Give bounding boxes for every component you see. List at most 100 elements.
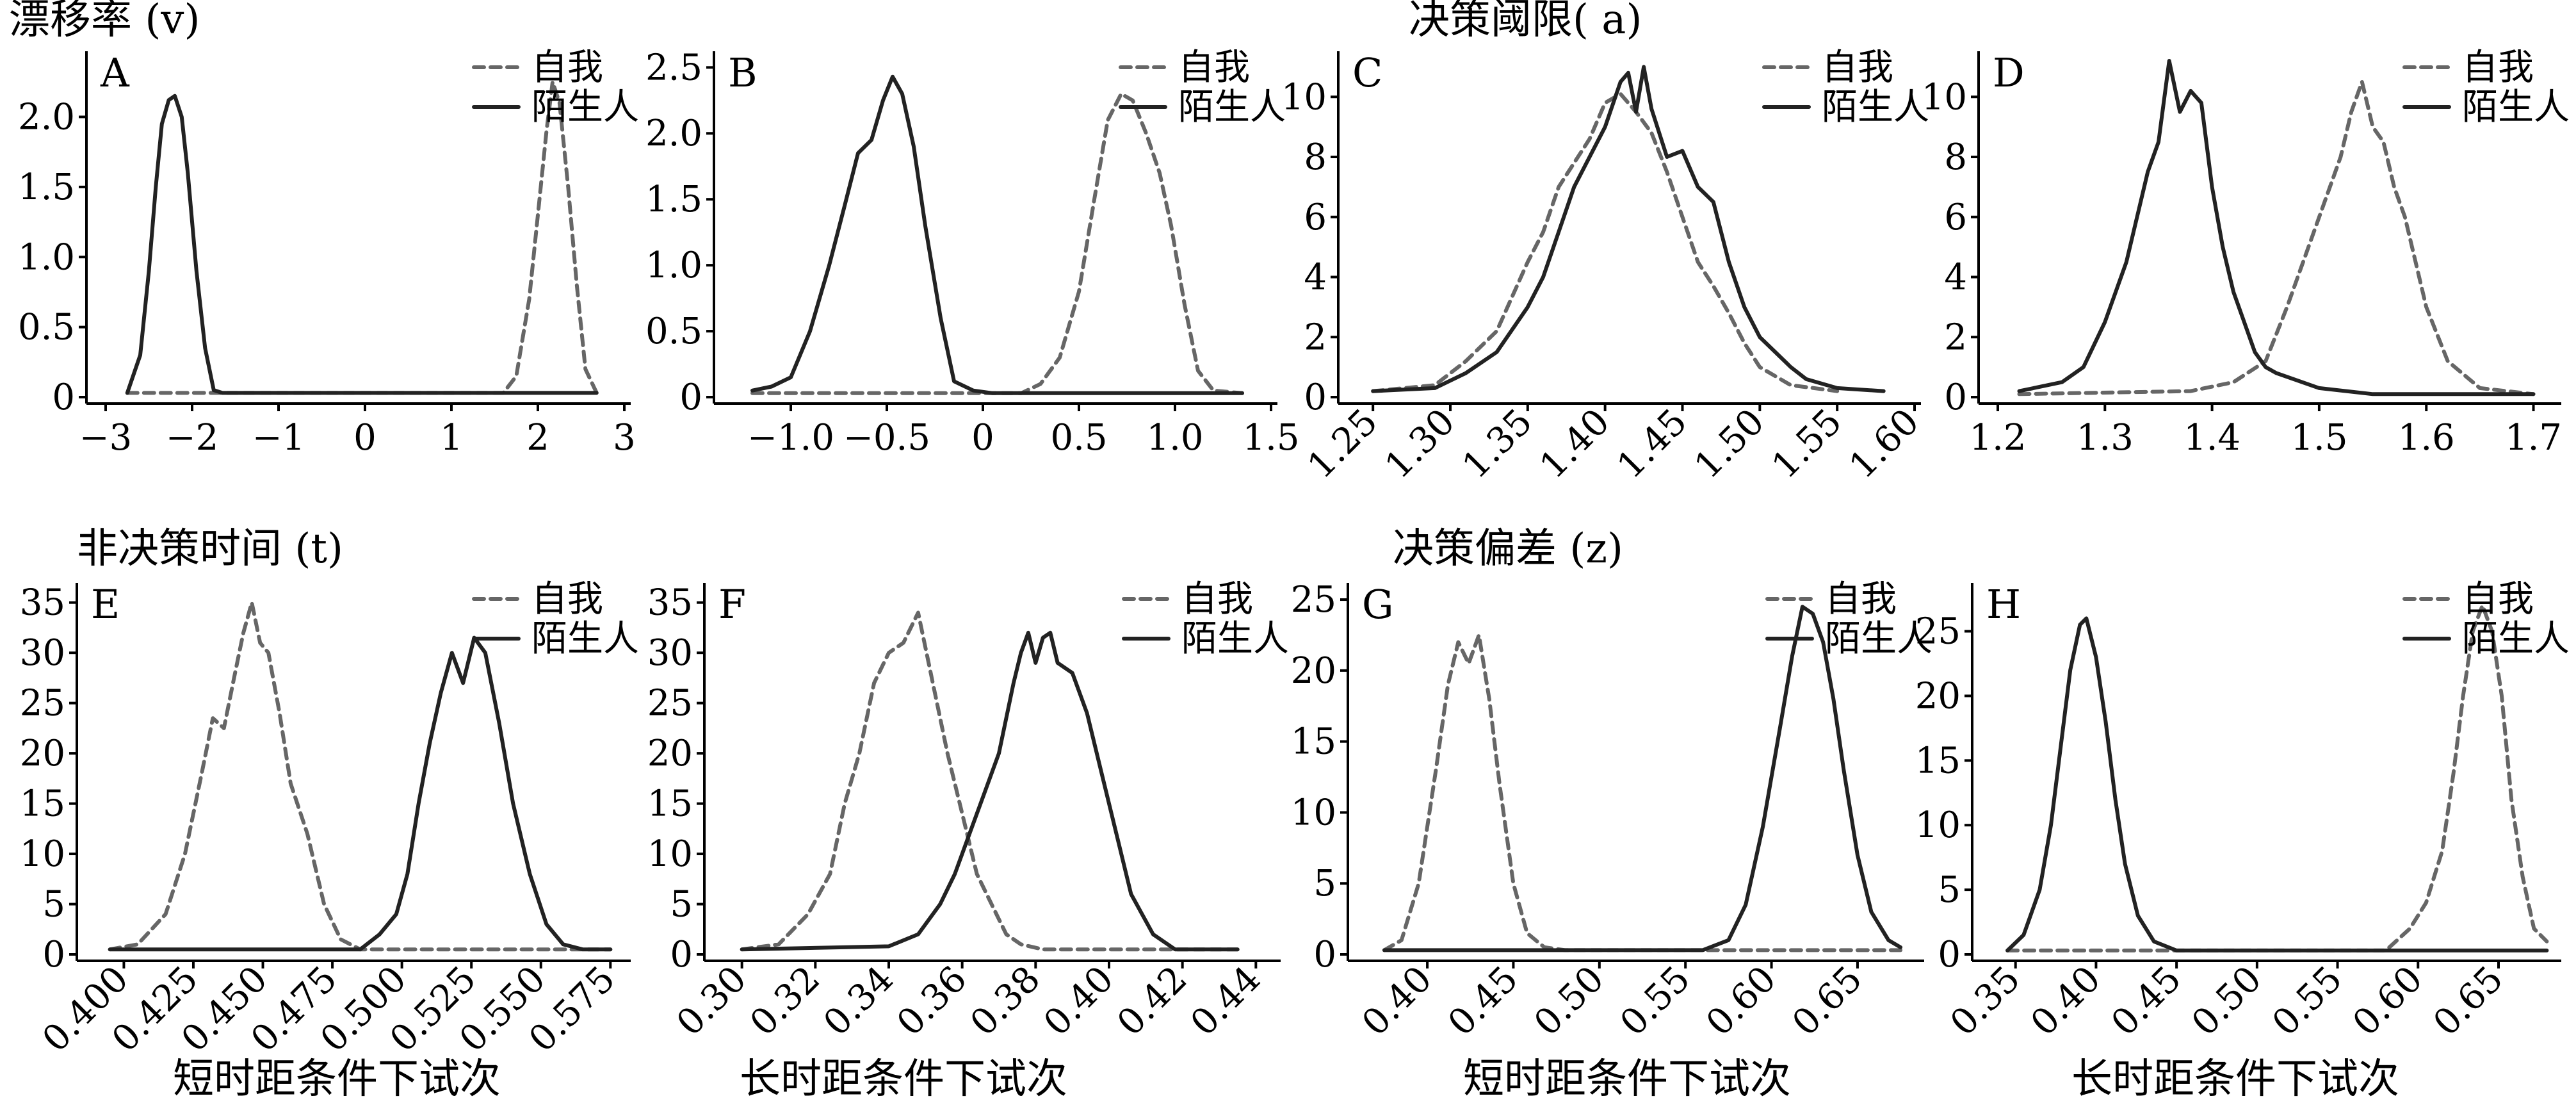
panel-g-ytick-label: 5	[1313, 863, 1336, 904]
panel-d-xtick-label: 1.7	[2505, 417, 2562, 459]
panel-g-ytick-label: 25	[1291, 579, 1336, 621]
panel-d-series-self	[2017, 79, 2536, 396]
panel-f-xtick-label: 0.44	[1183, 958, 1268, 1044]
panel-g-series-self	[1382, 633, 1903, 952]
panel-f-ytick-label: 0	[670, 934, 693, 976]
panel-h-series-stranger	[2005, 616, 2549, 952]
group-title-threshold: 决策阈限( a)	[1409, 0, 1642, 44]
panel-f-xtick-label: 0.40	[1036, 958, 1122, 1044]
panel-e-legend-self-label: 自我	[531, 578, 603, 620]
panel-f-series-self	[740, 610, 1240, 952]
panel-g-xtick-label: 0.50	[1527, 958, 1612, 1044]
panel-a-xtick-label: 3	[613, 417, 636, 459]
panel-b-ytick-label: 2.5	[645, 47, 702, 88]
panel-f-ytick-label: 30	[647, 632, 693, 674]
panel-b-ytick-label: 0	[679, 377, 702, 418]
xlabel-short-right: 短时距条件下试次	[1463, 1056, 1791, 1103]
panel-c-xtick-label: 1.50	[1687, 401, 1772, 487]
panel-f-xtick-label: 0.42	[1109, 958, 1195, 1044]
panel-b-ytick-label: 1.5	[645, 179, 702, 220]
panel-c-ytick-label: 6	[1304, 197, 1327, 238]
panel-f-ytick-label: 35	[647, 582, 693, 624]
panel-b-xtick-label: 0.5	[1050, 417, 1107, 459]
panel-e-ytick-label: 20	[20, 733, 65, 774]
panel-f-series-stranger	[740, 630, 1240, 952]
panel-g-xtick-label: 0.55	[1612, 958, 1698, 1044]
panel-a-ytick-label: 2.0	[18, 97, 75, 138]
panel-g-ytick-label: 0	[1313, 934, 1336, 976]
panel-h-ytick-label: 5	[1938, 869, 1961, 911]
panel-e-letter: E	[91, 581, 120, 628]
panel-g-ytick-label: 15	[1291, 721, 1336, 763]
panel-b-xtick-label: −1.0	[747, 417, 834, 459]
panel-d-xtick-label: 1.3	[2077, 417, 2134, 459]
panel-e-series-stranger	[108, 635, 613, 952]
panel-a-xtick-label: 1	[440, 417, 463, 459]
panel-h-ytick-label: 20	[1915, 675, 1961, 717]
panel-g-letter: G	[1362, 581, 1394, 628]
panel-h-ytick-label: 10	[1915, 805, 1961, 846]
panel-d-letter: D	[1993, 49, 2025, 96]
group-title-nondecision: 非决策时间 (t)	[77, 525, 343, 573]
panel-g-xtick-label: 0.65	[1785, 958, 1870, 1044]
panel-h-series-self	[2005, 603, 2549, 952]
panel-g-legend-self-label: 自我	[1825, 578, 1897, 620]
panel-g-ytick-label: 20	[1291, 650, 1336, 692]
panel-a-ytick-label: 1.5	[18, 167, 75, 208]
panel-c-ytick-label: 8	[1304, 136, 1327, 178]
group-title-bias: 决策偏差 (z)	[1393, 525, 1623, 573]
panel-c-ytick-label: 10	[1281, 76, 1327, 118]
panel-f-xtick-label: 0.36	[889, 958, 975, 1044]
panel-c-xtick-label: 1.35	[1455, 401, 1541, 487]
panel-b-xtick-label: 1.5	[1242, 417, 1299, 459]
panel-e-ytick-label: 35	[20, 582, 65, 624]
panel-c-ytick-label: 4	[1304, 257, 1327, 298]
panel-b-ytick-label: 1.0	[645, 245, 702, 286]
panel-h: H05101520250.350.400.450.500.550.600.65自…	[1915, 578, 2570, 1044]
panel-a-xtick-label: 2	[526, 417, 549, 459]
panel-h-ytick-label: 0	[1938, 934, 1961, 976]
panel-c-xtick-label: 1.30	[1377, 401, 1463, 487]
panel-c-ytick-label: 2	[1304, 316, 1327, 358]
group-title-drift-rate: 漂移率 (v)	[9, 0, 200, 44]
panel-a-series-self	[125, 79, 599, 395]
panel-c-xtick-label: 1.60	[1842, 401, 1927, 487]
panel-d-ytick-label: 8	[1944, 136, 1967, 178]
panel-h-legend-stranger-label: 陌生人	[2462, 618, 2570, 660]
panel-e: E051015202530350.4000.4250.4500.4750.500…	[20, 578, 639, 1060]
panel-d-xtick-label: 1.5	[2290, 417, 2347, 459]
panel-a-ytick-label: 0	[52, 377, 75, 418]
panel-c-xtick-label: 1.40	[1532, 401, 1617, 487]
panel-b-legend-self-label: 自我	[1178, 47, 1250, 88]
panel-a-ytick-label: 1.0	[18, 236, 75, 278]
panel-b-ytick-label: 2.0	[645, 113, 702, 154]
panel-d-legend-self-label: 自我	[2462, 47, 2534, 88]
panel-h-xtick-label: 0.50	[2184, 958, 2270, 1044]
panel-f-xtick-label: 0.38	[962, 958, 1048, 1044]
panel-f: F051015202530350.300.320.340.360.380.400…	[647, 578, 1289, 1044]
panel-h-xtick-label: 0.65	[2426, 958, 2511, 1044]
panel-h-xtick-label: 0.60	[2345, 958, 2431, 1044]
panel-c-legend-self-label: 自我	[1822, 47, 1893, 88]
panel-c-series-self	[1371, 92, 1840, 393]
xlabel-short-left: 短时距条件下试次	[173, 1056, 501, 1103]
panel-a-xtick-label: 0	[353, 417, 377, 459]
panel-b-xtick-label: 0	[971, 417, 994, 459]
panel-b-legend-stranger-label: 陌生人	[1178, 86, 1286, 128]
panel-a-ytick-label: 0.5	[18, 307, 75, 348]
panel-g-series-stranger	[1382, 605, 1903, 952]
panel-d-ytick-label: 2	[1944, 316, 1967, 358]
panel-c-xtick-label: 1.45	[1609, 401, 1695, 487]
panel-b-series-stranger	[750, 74, 1244, 395]
panel-b-letter: B	[728, 49, 757, 96]
panel-a-xtick-label: −3	[79, 417, 133, 459]
panel-f-ytick-label: 5	[670, 884, 693, 926]
panel-a-letter: A	[100, 49, 130, 96]
panel-d-ytick-label: 4	[1944, 257, 1967, 298]
xlabel-long-left: 长时距条件下试次	[740, 1056, 1067, 1103]
panel-h-xtick-label: 0.45	[2103, 958, 2189, 1044]
